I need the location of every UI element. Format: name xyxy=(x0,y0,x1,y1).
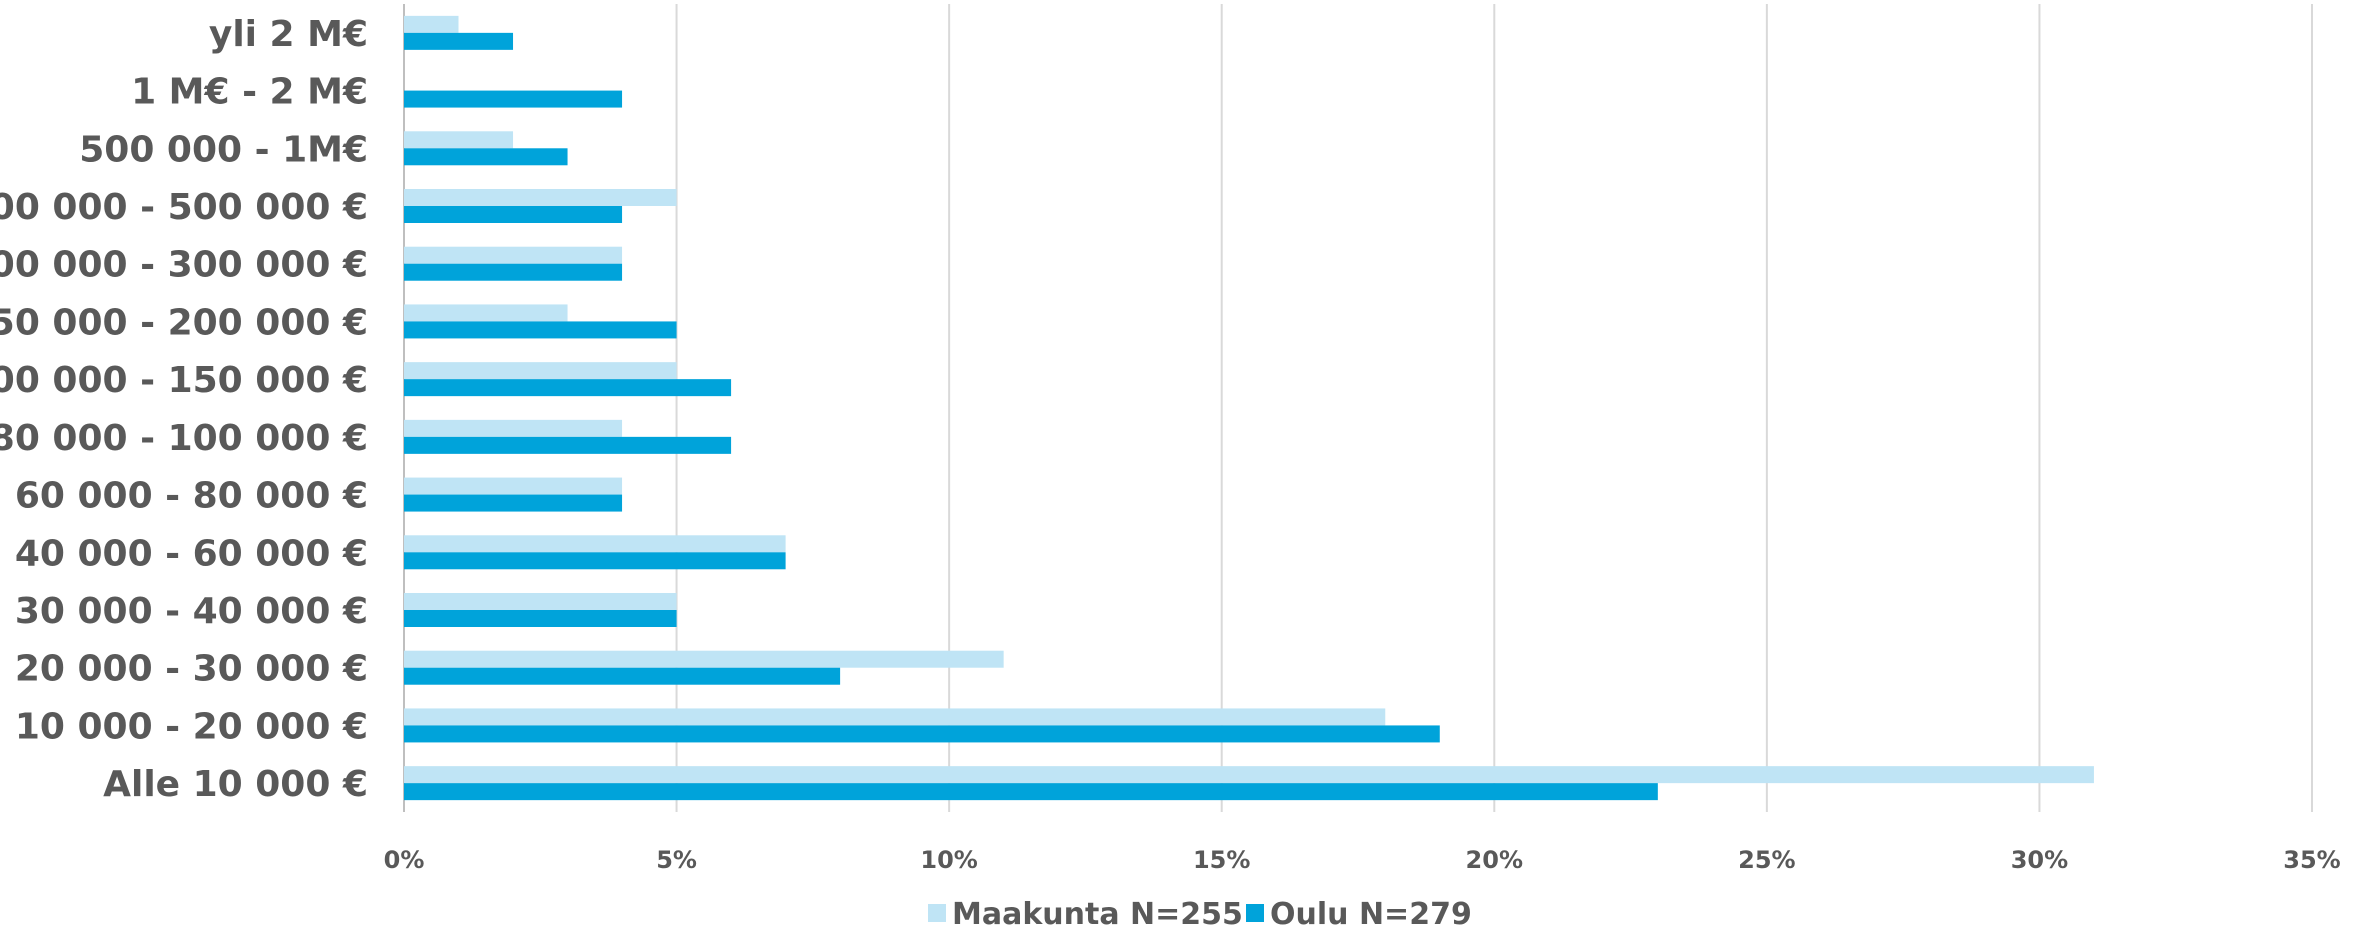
bar-maakunta xyxy=(404,419,623,437)
x-tick-label: 35% xyxy=(2283,846,2340,874)
category-label: 30 000 - 40 000 € xyxy=(15,591,368,632)
bar-oulu xyxy=(404,667,841,685)
bar-maakunta xyxy=(404,15,459,33)
legend-label: Maakunta N=255 xyxy=(952,897,1243,928)
bar-oulu xyxy=(404,436,732,454)
category-label: 80 000 - 100 000 € xyxy=(0,418,368,459)
x-axis-tick-labels: 0% 5% 10% 15% 20% 25% 30% 35% xyxy=(384,846,2341,874)
bar-oulu xyxy=(404,552,786,570)
x-tick-label: 20% xyxy=(1466,846,1523,874)
bar-oulu xyxy=(404,206,623,223)
gridlines xyxy=(403,4,2313,812)
legend-swatch xyxy=(928,904,946,922)
category-label: 1 M€ - 2 M€ xyxy=(131,72,368,113)
category-label: 20 000 - 30 000 € xyxy=(15,649,368,690)
bar-maakunta xyxy=(404,131,514,149)
x-tick-label: 25% xyxy=(1738,846,1795,874)
bar-oulu xyxy=(404,90,623,108)
x-tick-label: 30% xyxy=(2011,846,2068,874)
bar-maakunta xyxy=(404,766,2094,784)
category-label: yli 2 M€ xyxy=(209,14,368,55)
bar-oulu xyxy=(404,610,677,627)
category-label: 40 000 - 60 000 € xyxy=(15,533,368,574)
bar-oulu xyxy=(404,725,1440,743)
bar-oulu xyxy=(404,148,568,166)
category-label: 300 000 - 500 000 € xyxy=(0,187,368,228)
legend-swatch xyxy=(1246,904,1264,922)
bar-maakunta xyxy=(404,304,568,322)
x-tick-label: 15% xyxy=(1193,846,1250,874)
category-label: 10 000 - 20 000 € xyxy=(15,706,368,747)
legend-label: Oulu N=279 xyxy=(1270,897,1472,928)
x-tick-label: 10% xyxy=(920,846,977,874)
category-label: 150 000 - 200 000 € xyxy=(0,302,368,343)
category-label: 60 000 - 80 000 € xyxy=(15,476,368,517)
category-label: Alle 10 000 € xyxy=(103,764,368,805)
x-tick-label: 0% xyxy=(384,846,425,874)
bar-maakunta xyxy=(404,189,677,206)
bar-oulu xyxy=(404,379,732,397)
bar-oulu xyxy=(404,32,514,50)
category-label: 500 000 - 1M€ xyxy=(79,129,368,170)
legend: Maakunta N=255 Oulu N=279 xyxy=(928,897,1472,928)
bar-oulu xyxy=(404,263,623,281)
category-label: 100 000 - 150 000 € xyxy=(0,360,368,401)
bar-maakunta xyxy=(404,246,623,264)
bar-oulu xyxy=(404,321,677,339)
bar-maakunta xyxy=(404,535,786,553)
bar-maakunta xyxy=(404,708,1386,726)
bar-oulu xyxy=(404,494,623,512)
category-label: 200 000 - 300 000 € xyxy=(0,245,368,286)
bar-oulu xyxy=(404,783,1658,801)
x-tick-label: 5% xyxy=(656,846,697,874)
bars xyxy=(404,15,2094,801)
bar-maakunta xyxy=(404,650,1004,668)
bar-maakunta xyxy=(404,477,623,495)
bar-maakunta xyxy=(404,593,677,610)
bar-maakunta xyxy=(404,362,677,380)
category-labels: yli 2 M€ 1 M€ - 2 M€ 500 000 - 1M€ 300 000 … xyxy=(0,14,368,805)
